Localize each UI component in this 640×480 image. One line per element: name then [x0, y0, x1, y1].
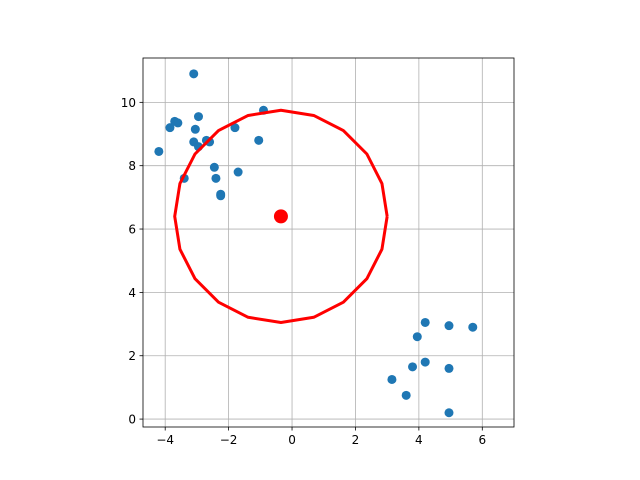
data-point [209, 162, 219, 172]
y-tick-label: 10 [121, 96, 136, 110]
fitted-circle [173, 108, 389, 324]
data-point [233, 167, 243, 177]
data-point [154, 146, 164, 156]
x-tick-label: 4 [415, 433, 423, 447]
x-tick-label: 2 [352, 433, 360, 447]
data-point [201, 135, 211, 145]
data-point [211, 173, 221, 183]
data-point [444, 408, 454, 418]
y-tick-label: 6 [128, 223, 136, 237]
data-point [165, 123, 175, 133]
data-point [444, 321, 454, 331]
data-point [216, 191, 226, 201]
data-point [420, 357, 430, 367]
y-tick-label: 0 [128, 413, 136, 427]
data-point [173, 118, 183, 128]
circle-outline [173, 108, 389, 324]
data-point [230, 123, 240, 133]
data-point [190, 124, 200, 134]
x-tick-label: 0 [288, 433, 296, 447]
y-axis-ticks: 0 2 4 6 8 10 [121, 96, 143, 427]
x-tick-label: −2 [220, 433, 238, 447]
data-point [401, 390, 411, 400]
center-point [273, 209, 288, 224]
x-axis-ticks: −4 −2 0 2 4 6 [156, 427, 486, 447]
y-tick-label: 2 [128, 349, 136, 363]
data-point [408, 362, 418, 372]
grid [143, 58, 514, 427]
data-point [444, 363, 454, 373]
data-point [254, 135, 264, 145]
centroid-marker [273, 209, 288, 224]
axes-frame [142, 57, 515, 428]
data-point [193, 112, 203, 122]
data-point [420, 317, 430, 327]
data-point [468, 322, 478, 332]
y-tick-label: 4 [128, 286, 136, 300]
data-point [189, 69, 199, 79]
data-point [387, 374, 397, 384]
x-tick-label: −4 [156, 433, 174, 447]
x-tick-label: 6 [478, 433, 486, 447]
y-tick-label: 8 [128, 159, 136, 173]
data-point [412, 332, 422, 342]
